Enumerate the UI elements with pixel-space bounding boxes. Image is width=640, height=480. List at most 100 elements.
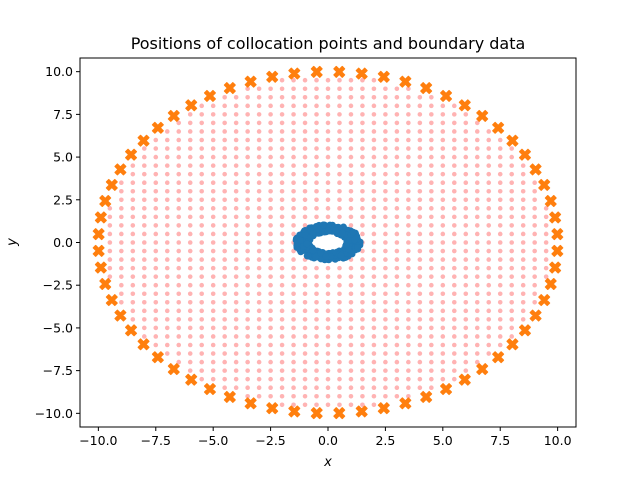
boundary-point — [94, 261, 107, 274]
collocation-point — [199, 171, 205, 177]
collocation-point — [429, 223, 434, 228]
collocation-point — [406, 308, 411, 314]
collocation-point — [532, 214, 537, 220]
collocation-point — [222, 180, 227, 186]
collocation-point — [394, 393, 400, 399]
collocation-point — [233, 351, 239, 356]
collocation-point — [371, 385, 377, 391]
collocation-point — [406, 214, 411, 220]
collocation-point — [337, 154, 342, 160]
collocation-point — [119, 299, 124, 305]
collocation-point — [164, 231, 170, 237]
collocation-point — [314, 291, 319, 297]
collocation-point — [463, 274, 469, 279]
collocation-point — [210, 137, 216, 143]
collocation-point — [497, 308, 503, 314]
collocation-point — [210, 240, 216, 245]
collocation-point — [383, 206, 388, 211]
collocation-point — [520, 317, 526, 322]
collocation-point — [394, 308, 400, 314]
collocation-point — [130, 299, 136, 305]
collocation-point — [210, 308, 216, 314]
collocation-point — [406, 163, 411, 168]
collocation-point — [187, 359, 193, 365]
collocation-point — [256, 231, 262, 237]
collocation-point — [256, 94, 262, 100]
collocation-point — [245, 351, 250, 356]
collocation-point — [360, 385, 365, 391]
collocation-point — [302, 317, 308, 322]
collocation-point — [222, 146, 227, 151]
collocation-point — [383, 351, 388, 356]
collocation-point — [440, 180, 446, 186]
collocation-point — [394, 325, 400, 331]
collocation-point — [302, 308, 308, 314]
collocation-point — [497, 137, 503, 143]
collocation-point — [199, 299, 205, 305]
collocation-point — [222, 197, 227, 203]
collocation-point — [486, 197, 492, 203]
collocation-point — [337, 103, 342, 109]
collocation-point — [233, 171, 239, 177]
collocation-point — [233, 214, 239, 220]
collocation-point — [325, 214, 331, 220]
collocation-point — [245, 163, 250, 168]
collocation-point — [371, 248, 377, 254]
collocation-point — [256, 317, 262, 322]
collocation-point — [164, 274, 170, 279]
collocation-point — [440, 334, 446, 339]
collocation-point — [497, 231, 503, 237]
collocation-point — [509, 171, 515, 177]
collocation-point — [141, 231, 147, 237]
boundary-point — [506, 134, 519, 147]
collocation-point — [268, 231, 273, 237]
collocation-point — [268, 351, 273, 356]
collocation-point — [463, 308, 469, 314]
collocation-point — [509, 188, 515, 194]
collocation-point — [417, 325, 423, 331]
collocation-point — [222, 120, 227, 126]
boundary-point — [544, 278, 557, 291]
collocation-point — [164, 214, 170, 220]
collocation-point — [233, 257, 239, 262]
collocation-point — [337, 94, 342, 100]
boundary-point — [310, 407, 323, 420]
collocation-point — [532, 223, 537, 228]
collocation-point — [222, 376, 227, 382]
collocation-point — [245, 359, 250, 365]
collocation-point — [187, 274, 193, 279]
collocation-point — [302, 171, 308, 177]
collocation-point — [325, 163, 331, 168]
collocation-point — [520, 214, 526, 220]
collocation-point — [153, 223, 159, 228]
collocation-point — [383, 163, 388, 168]
collocation-point — [371, 334, 377, 339]
collocation-point — [429, 231, 434, 237]
collocation-point — [520, 265, 526, 271]
collocation-point — [314, 146, 319, 151]
collocation-point — [337, 368, 342, 373]
collocation-point — [245, 129, 250, 134]
collocation-point — [233, 334, 239, 339]
collocation-point — [429, 282, 434, 288]
collocation-point — [383, 317, 388, 322]
collocation-point — [486, 334, 492, 339]
collocation-point — [394, 94, 400, 100]
collocation-point — [153, 206, 159, 211]
collocation-point — [417, 214, 423, 220]
collocation-point — [245, 86, 250, 92]
collocation-point — [245, 265, 250, 271]
collocation-point — [463, 214, 469, 220]
collocation-point — [348, 112, 354, 117]
collocation-point — [406, 325, 411, 331]
collocation-point — [302, 214, 308, 220]
collocation-point — [429, 180, 434, 186]
collocation-point — [394, 197, 400, 203]
boundary-point — [92, 244, 105, 257]
collocation-point — [245, 120, 250, 126]
collocation-point — [325, 265, 331, 271]
x-tick-label: −5.0 — [198, 433, 228, 448]
collocation-point — [406, 317, 411, 322]
collocation-point — [233, 291, 239, 297]
collocation-point — [497, 317, 503, 322]
